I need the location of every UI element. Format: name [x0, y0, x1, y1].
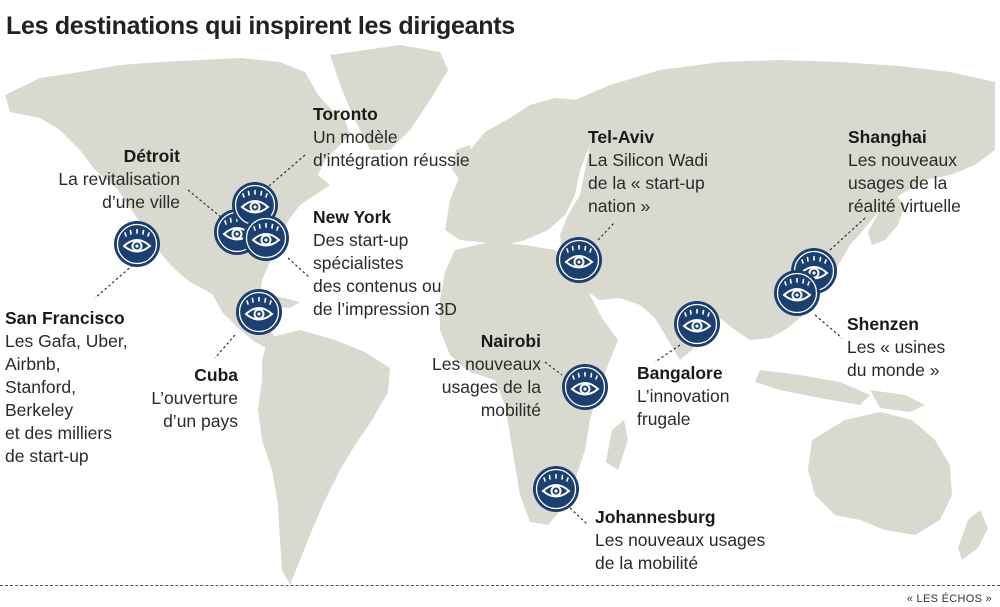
city-name: Shanghai — [848, 127, 927, 147]
bottom-divider — [0, 585, 1000, 586]
city-name: San Francisco — [5, 308, 125, 328]
leader-shenzen — [814, 314, 843, 339]
leader-cuba — [214, 334, 236, 359]
leader-san-francisco — [94, 264, 134, 299]
label-cuba: Cuba L’ouverture d’un pays — [151, 364, 238, 433]
city-name: Toronto — [313, 104, 378, 124]
leader-lines — [94, 154, 866, 526]
marker-tel-aviv[interactable] — [555, 236, 603, 284]
label-toronto: Toronto Un modèle d’intégration réussie — [313, 103, 470, 172]
greenland — [330, 45, 448, 150]
city-name: New York — [313, 207, 392, 227]
marker-new-york[interactable] — [242, 214, 290, 262]
label-san-francisco: San Francisco Les Gafa, Uber, Airbnb, St… — [5, 307, 128, 468]
source-credit: « LES ÉCHOS » — [906, 593, 992, 605]
europe — [445, 98, 595, 245]
leader-bangalore — [654, 344, 681, 363]
marker-nairobi[interactable] — [561, 363, 609, 411]
city-description: La revitalisation d’une ville — [58, 169, 180, 212]
marker-san-francisco[interactable] — [113, 220, 161, 268]
city-description: Les nouveaux usages de la mobilité — [432, 354, 541, 420]
leader-tel-aviv — [597, 221, 616, 241]
new-guinea — [870, 390, 925, 412]
leader-new-york — [287, 257, 311, 279]
map-title: Les destinations qui inspirent les dirig… — [6, 12, 515, 40]
leader-johannesburg — [569, 507, 589, 526]
city-description: La Silicon Wadi de la « start-up nation … — [588, 150, 708, 216]
australia — [808, 412, 952, 535]
label-johannesburg: Johannesburg Les nouveaux usages de la m… — [595, 506, 765, 575]
city-name: Bangalore — [637, 363, 723, 383]
city-name: Johannesburg — [595, 507, 716, 527]
city-description: Les nouveaux usages de la mobilité — [595, 530, 766, 573]
city-description: Un modèle d’intégration réussie — [313, 127, 470, 170]
label-nairobi: Nairobi Les nouveaux usages de la mobili… — [432, 330, 541, 422]
city-description: Des start-up spécialistes des contenus o… — [313, 230, 457, 319]
city-description: L’ouverture d’un pays — [151, 388, 238, 431]
label-tel-aviv: Tel-Aviv La Silicon Wadi de la « start-u… — [588, 126, 708, 218]
city-description: L’innovation frugale — [637, 386, 730, 429]
marker-shenzen[interactable] — [773, 269, 821, 317]
africa — [440, 242, 618, 525]
marker-cuba[interactable] — [235, 288, 283, 336]
leader-nairobi — [544, 361, 563, 376]
label-bangalore: Bangalore L’innovation frugale — [637, 362, 729, 431]
label-new-york: New York Des start-up spécialistes des c… — [313, 206, 457, 321]
japan — [868, 195, 905, 245]
south-america — [258, 330, 390, 585]
city-name: Cuba — [194, 365, 238, 385]
city-name: Tel-Aviv — [588, 127, 655, 147]
label-detroit: Détroit La revitalisation d’une ville — [58, 145, 180, 214]
city-description: Les nouveaux usages de la réalité virtue… — [848, 150, 961, 216]
leader-toronto — [261, 154, 306, 193]
marker-bangalore[interactable] — [673, 300, 721, 348]
british-isles — [452, 145, 474, 182]
asia — [560, 60, 995, 360]
new-zealand — [958, 510, 988, 560]
marker-johannesburg[interactable] — [532, 465, 580, 513]
leader-detroit — [187, 189, 223, 219]
city-name: Nairobi — [480, 331, 541, 351]
city-name: Shenzen — [847, 314, 919, 334]
madagascar — [606, 420, 628, 470]
label-shenzen: Shenzen Les « usines du monde » — [847, 313, 945, 382]
indonesia — [755, 370, 870, 405]
city-description: Les « usines du monde » — [847, 337, 946, 380]
city-name: Détroit — [123, 146, 180, 166]
city-description: Les Gafa, Uber, Airbnb, Stanford, Berkel… — [5, 331, 128, 466]
label-shanghai: Shanghai Les nouveaux usages de la réali… — [848, 126, 961, 218]
